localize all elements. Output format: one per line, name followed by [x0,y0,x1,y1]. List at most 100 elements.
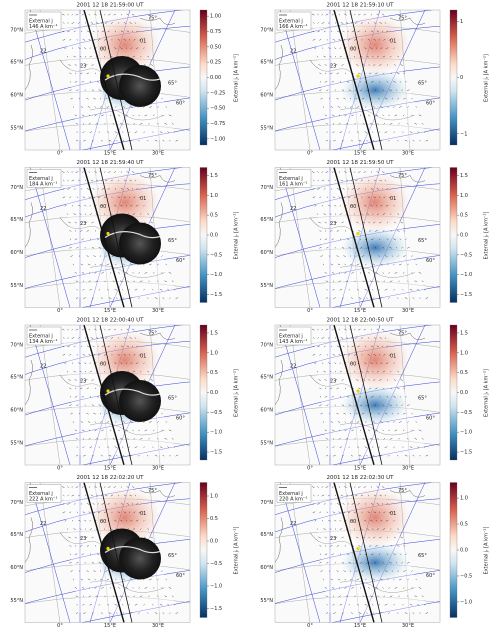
colorbar-tick-label: 0.5 [210,516,218,522]
colorbar-tick-label: −1.0 [460,430,472,436]
colorbar-tick-label: 0.0 [460,548,468,554]
lat-label: 55°N [10,283,23,289]
colorbar-tick-label: −0.5 [460,573,472,579]
mlt-label: 00 [100,47,106,53]
lat-label: 70°N [260,500,273,506]
lon-label: 15°E [354,623,366,629]
mlat-label: 65° [418,553,427,559]
station [356,389,359,392]
mlt-label: 00 [350,204,356,210]
colorbar-tick-label: −1.00 [210,136,225,142]
mlt-label: 00 [100,519,106,525]
mlt-label: 22 [40,206,46,212]
mlt-label: 23 [330,221,336,227]
mlat-label: 60° [176,101,185,107]
panel-title: 2001 12 18 21:59:40 UT [76,160,144,166]
mlt-label: 23 [80,221,86,227]
panel-title: 2001 12 18 21:59:50 UT [326,160,394,166]
mlt-label: 00 [350,362,356,368]
lat-label: 60°N [10,93,23,99]
mlat-label: 75° [148,16,157,22]
legend-scale: 184 A km⁻¹ [29,182,58,188]
colorbar-tick-label: −1 [460,131,467,137]
mlt-label: 01 [390,196,396,202]
colorbar [450,168,457,303]
lat-label: 55°N [10,126,23,132]
lat-label: 60°N [260,93,273,99]
mlt-label: 23 [330,379,336,385]
lat-label: 65°N [260,532,273,538]
colorbar-label: External jᵣ [A km⁻²] [484,54,490,102]
map [260,322,460,480]
mlat-label: 75° [398,173,407,179]
colorbar-tick-label: 1.5 [460,173,468,179]
legend-scale: 222 A km⁻¹ [29,497,58,503]
mlat-label: 65° [418,396,427,402]
lon-label: 0° [307,151,313,157]
mlat-label: 75° [148,331,157,337]
colorbar [200,168,207,303]
colorbar-tick-label: −0.50 [210,106,225,112]
lat-label: 70°N [260,185,273,191]
mlt-label: 01 [390,511,396,517]
colorbar-tick-label: −1.0 [210,584,222,590]
colorbar-tick-label: −1.0 [210,272,222,278]
lat-label: 55°N [10,598,23,604]
mlt-label: 00 [350,519,356,525]
lat-label: 70°N [10,500,23,506]
colorbar-tick-label: 1.0 [460,350,468,356]
map [10,7,210,165]
lon-label: 30°E [152,308,164,314]
mlt-label: 22 [290,364,296,370]
lon-label: 0° [307,308,313,314]
station [106,547,109,550]
panel: 2001 12 18 21:59:50 UT70°N65°N60°N55°N0°… [260,160,490,323]
lon-label: 0° [307,623,313,629]
colorbar-label: External jᵣ [A km⁻²] [484,211,490,259]
colorbar-tick-label: 0.25 [210,60,221,66]
mlat-label: 75° [398,331,407,337]
colorbar-tick-label: 1.0 [210,350,218,356]
colorbar-tick-label: −1.5 [460,292,472,298]
colorbar-label: External jᵣ [A km⁻²] [484,526,490,574]
colorbar-tick-label: 1 [460,19,463,25]
lon-label: 30°E [402,151,414,157]
panel: 2001 12 18 21:59:10 UT70°N65°N60°N55°N0°… [260,3,490,166]
colorbar-tick-label: 0.5 [210,213,218,219]
lat-label: 60°N [10,565,23,571]
mlt-label: 00 [100,362,106,368]
panel: 2001 12 18 21:59:40 UT70°N65°N60°N55°N0°… [10,160,240,323]
panel-title: 2001 12 18 22:02:20 UT [76,475,144,481]
legend-scale: 134 A km⁻¹ [29,339,58,345]
mlat-label: 60° [176,416,185,422]
colorbar-tick-label: 0.0 [210,233,218,239]
colorbar-tick-label: 1.0 [210,494,218,500]
colorbar-label: External jᵣ [A km⁻²] [234,369,240,417]
mlt-label: 01 [140,39,146,45]
lon-label: 0° [307,466,313,472]
station [106,74,109,77]
lon-label: 15°E [104,623,116,629]
colorbar-tick-label: −0.5 [210,252,222,258]
legend-scale: 161 A km⁻¹ [279,182,308,188]
colorbar-tick-label: 0.5 [460,522,468,528]
mlat-label: 60° [176,573,185,579]
all-sky-image [119,65,161,107]
colorbar-tick-label: 0.0 [460,390,468,396]
colorbar-tick-label: 0.0 [460,233,468,239]
panel-title: 2001 12 18 21:59:10 UT [326,3,394,9]
lat-label: 70°N [10,28,23,34]
legend-scale: 166 A km⁻¹ [279,24,308,30]
mlt-label: 23 [330,536,336,542]
mlt-label: 01 [140,196,146,202]
map [10,165,210,323]
colorbar-tick-label: 1.5 [210,330,218,336]
colorbar-tick-label: 0 [460,75,463,81]
negative-current [341,385,409,425]
colorbar-tick-label: 0.5 [210,370,218,376]
colorbar-tick-label: −1.5 [460,450,472,456]
colorbar-tick-label: −1.0 [460,599,472,605]
colorbar-tick-label: 1.5 [460,330,468,336]
lon-label: 15°E [104,308,116,314]
station [356,547,359,550]
